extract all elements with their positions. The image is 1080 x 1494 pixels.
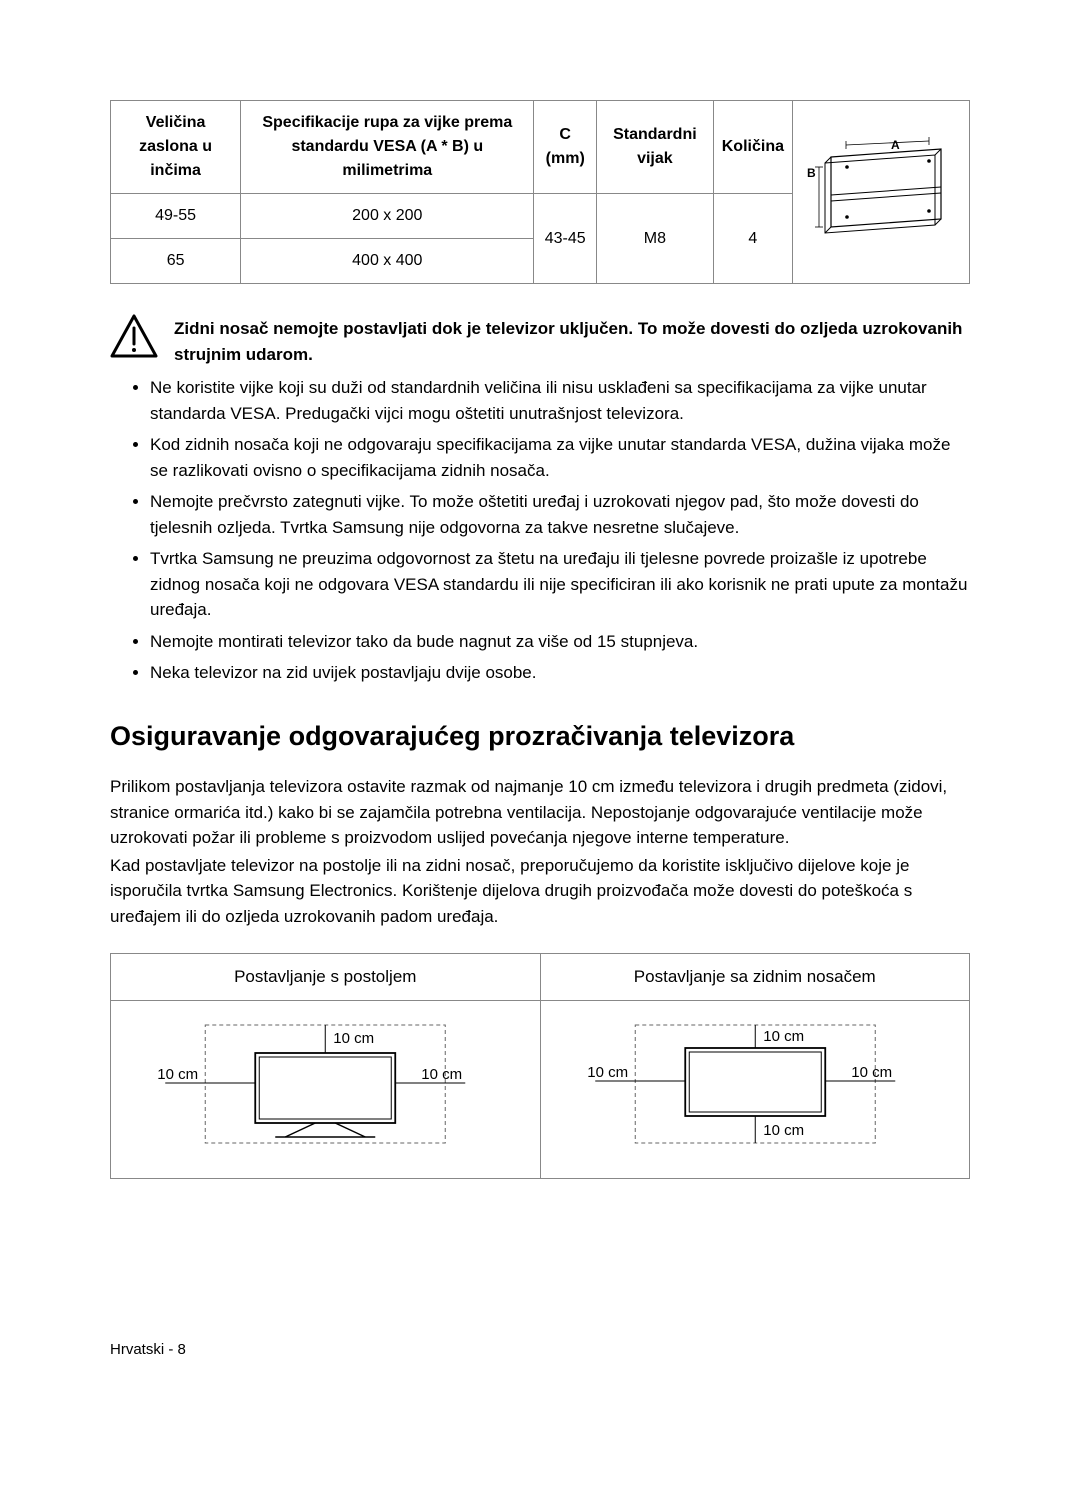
warning-text: Zidni nosač nemojte postavljati dok je t… [174, 314, 970, 367]
vesa-bracket-diagram: A B [801, 137, 961, 247]
th-vesa: Specifikacije rupa za vijke prema standa… [241, 101, 534, 194]
th-qty: Količina [713, 101, 792, 194]
vent-cell-wall: 10 cm 10 cm 10 cm 10 cm [540, 1000, 970, 1179]
bullet-4: Nemojte montirati televizor tako da bude… [150, 629, 970, 655]
cell-screw: M8 [597, 194, 714, 284]
svg-text:10 cm: 10 cm [763, 1028, 804, 1045]
label-a: A [891, 138, 900, 152]
cell-vesa-1: 400 x 400 [241, 239, 534, 284]
vent-para-0: Prilikom postavljanja televizora ostavit… [110, 774, 970, 851]
vent-head-right: Postavljanje sa zidnim nosačem [540, 954, 970, 1001]
vent-para-1: Kad postavljate televizor na postolje il… [110, 853, 970, 930]
bullet-1: Kod zidnih nosača koji ne odgovaraju spe… [150, 432, 970, 483]
th-size: Veličina zaslona u inčima [111, 101, 241, 194]
ventilation-heading: Osiguravanje odgovarajućeg prozračivanja… [110, 716, 970, 757]
stand-diagram: 10 cm 10 cm 10 cm [121, 1013, 530, 1153]
wall-diagram: 10 cm 10 cm 10 cm 10 cm [551, 1013, 960, 1153]
cell-size-1: 65 [111, 239, 241, 284]
svg-text:10 cm: 10 cm [851, 1064, 892, 1081]
cell-c: 43-45 [534, 194, 597, 284]
cell-vesa-0: 200 x 200 [241, 194, 534, 239]
th-c: C (mm) [534, 101, 597, 194]
warning-block: Zidni nosač nemojte postavljati dok je t… [110, 314, 970, 367]
vesa-spec-table: Veličina zaslona u inčima Specifikacije … [110, 100, 970, 284]
svg-text:10 cm: 10 cm [587, 1064, 628, 1081]
bullet-2: Nemojte prečvrsto zategnuti vijke. To mo… [150, 489, 970, 540]
ventilation-table: Postavljanje s postoljem Postavljanje sa… [110, 953, 970, 1179]
svg-text:10 cm: 10 cm [333, 1030, 374, 1047]
svg-text:10 cm: 10 cm [421, 1066, 462, 1083]
safety-bullets: Ne koristite vijke koji su duži od stand… [150, 375, 970, 686]
svg-text:10 cm: 10 cm [157, 1066, 198, 1083]
page-footer: Hrvatski - 8 [110, 1339, 970, 1362]
svg-text:10 cm: 10 cm [763, 1122, 804, 1139]
vent-cell-stand: 10 cm 10 cm 10 cm [111, 1000, 541, 1179]
bullet-3: Tvrtka Samsung ne preuzima odgovornost z… [150, 546, 970, 623]
warning-icon [110, 314, 158, 358]
bullet-5: Neka televizor na zid uvijek postavljaju… [150, 660, 970, 686]
vent-head-left: Postavljanje s postoljem [111, 954, 541, 1001]
bullet-0: Ne koristite vijke koji su duži od stand… [150, 375, 970, 426]
label-b: B [807, 166, 816, 180]
th-screw: Standardni vijak [597, 101, 714, 194]
cell-size-0: 49-55 [111, 194, 241, 239]
cell-qty: 4 [713, 194, 792, 284]
